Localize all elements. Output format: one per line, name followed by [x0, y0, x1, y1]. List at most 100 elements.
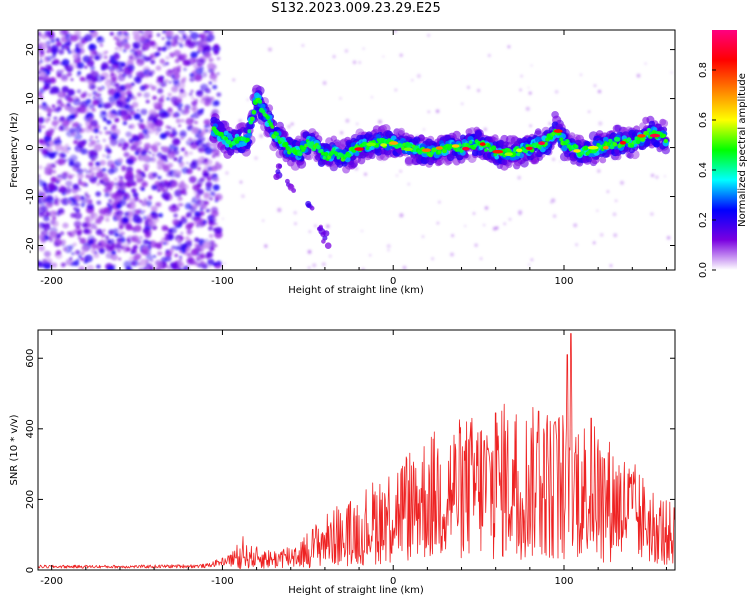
noise-blob: [118, 138, 126, 145]
ridge-blob: [534, 128, 542, 135]
noise-blob: [173, 213, 178, 218]
noise-blob: [67, 89, 75, 96]
noise-blob: [362, 47, 365, 50]
noise-blob: [134, 226, 142, 233]
ridge-blob: [316, 144, 321, 150]
noise-blob: [56, 179, 61, 183]
branch-blob: [273, 173, 280, 180]
noise-blob: [191, 106, 198, 112]
noise-blob: [99, 111, 108, 119]
noise-blob: [77, 172, 84, 179]
noise-blob: [194, 243, 199, 248]
noise-blob: [55, 250, 62, 256]
noise-blob: [72, 98, 81, 106]
noise-blob: [121, 184, 127, 189]
noise-blob: [180, 136, 184, 140]
colorbar-tick-label: 0.8: [698, 62, 709, 78]
noise-blob: [38, 147, 43, 152]
noise-blob: [186, 229, 193, 235]
noise-blob: [60, 262, 66, 268]
noise-blob: [41, 148, 49, 155]
noise-blob: [167, 107, 173, 113]
noise-blob: [207, 258, 215, 266]
noise-blob: [133, 56, 137, 61]
noise-blob: [88, 138, 92, 142]
noise-blob: [484, 206, 489, 210]
noise-blob: [105, 217, 110, 222]
noise-blob: [144, 232, 151, 239]
noise-blob: [43, 215, 50, 222]
noise-blob: [74, 126, 82, 134]
noise-blob: [156, 159, 165, 167]
noise-blob: [42, 186, 49, 191]
noise-blob: [213, 243, 218, 248]
noise-blob: [209, 68, 215, 74]
noise-blob: [207, 30, 211, 33]
ridge-blob: [404, 156, 414, 165]
noise-blob: [308, 230, 312, 234]
noise-blob: [179, 255, 183, 259]
noise-blob: [204, 88, 211, 94]
noise-blob: [268, 47, 272, 52]
colorbar: 0.0 0.2 0.4 0.6 0.8 Normalized spectral ampl…: [698, 30, 748, 278]
noise-blob: [190, 89, 194, 93]
noise-blob: [197, 111, 202, 117]
ridge-blob: [274, 132, 279, 137]
noise-blob: [615, 199, 618, 202]
noise-blob: [186, 161, 189, 165]
noise-blob: [149, 40, 156, 47]
noise-blob: [148, 220, 157, 228]
noise-blob: [146, 214, 154, 222]
noise-blob: [142, 239, 149, 245]
noise-blob: [118, 224, 124, 230]
noise-blob: [169, 262, 178, 270]
noise-blob: [108, 238, 115, 245]
ridge-blob: [468, 140, 473, 145]
noise-blob: [155, 53, 160, 57]
ridge-hotspot: [504, 152, 513, 156]
noise-blob: [332, 55, 336, 59]
noise-blob: [108, 244, 115, 251]
noise-blob: [65, 180, 73, 187]
noise-blob: [54, 126, 57, 130]
noise-blob: [238, 119, 243, 123]
noise-blob: [68, 161, 75, 167]
noise-blob: [239, 180, 243, 184]
noise-blob: [165, 32, 170, 37]
noise-blob: [76, 258, 80, 262]
noise-blob: [109, 140, 117, 147]
spectrogram-y-tick-label: -20: [25, 237, 36, 253]
noise-blob: [138, 267, 145, 270]
ridge-blob: [630, 143, 634, 148]
noise-blob: [58, 198, 63, 203]
ridge-blob: [227, 139, 232, 145]
noise-blob: [339, 97, 342, 100]
noise-blob: [241, 194, 245, 199]
noise-blob: [96, 140, 100, 143]
noise-blob: [232, 78, 236, 82]
noise-blob: [190, 207, 195, 212]
noise-blob: [65, 143, 69, 148]
ridge-blob: [501, 159, 508, 166]
ridge-blob: [487, 143, 491, 148]
noise-blob: [138, 132, 144, 138]
noise-blob: [113, 36, 118, 41]
noise-blob: [387, 249, 390, 252]
noise-blob: [663, 175, 666, 178]
ridge-blob: [397, 127, 405, 135]
noise-blob: [101, 167, 107, 172]
noise-blob: [128, 138, 134, 144]
ridge-hotspot: [479, 142, 486, 146]
noise-blob: [246, 98, 249, 102]
noise-blob: [51, 104, 56, 108]
noise-blob: [64, 126, 70, 131]
snr-x-ticks: -200 -100 0 100: [40, 330, 667, 587]
noise-blob: [206, 141, 213, 148]
noise-blob: [50, 163, 56, 169]
noise-blob: [382, 55, 385, 58]
noise-blob: [122, 143, 130, 151]
noise-blob: [188, 176, 197, 184]
noise-blob: [322, 81, 327, 85]
noise-blob: [133, 254, 140, 261]
noise-blob: [157, 262, 163, 268]
